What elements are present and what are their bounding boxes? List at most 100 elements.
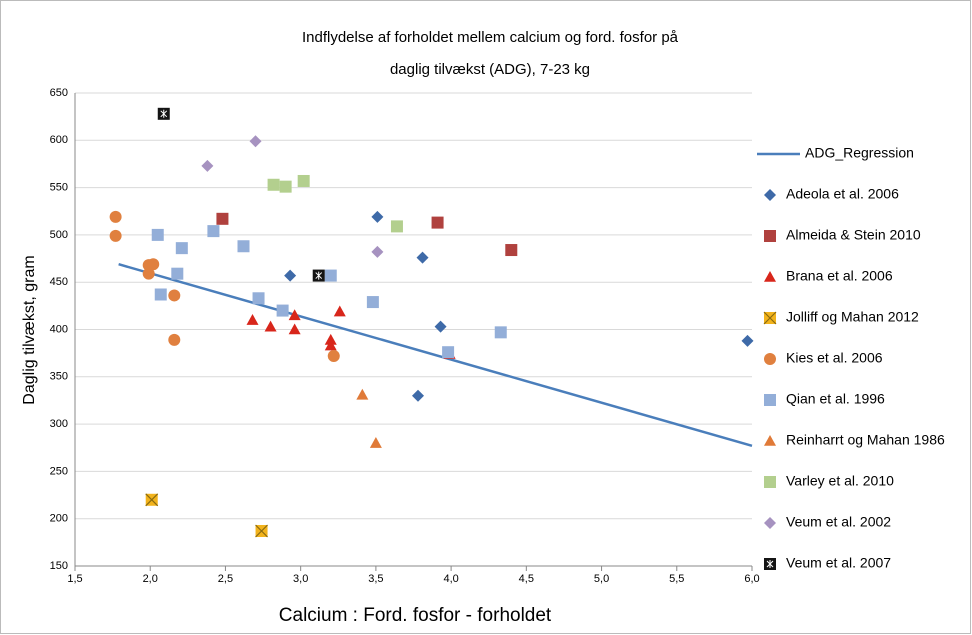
- point: [145, 493, 159, 507]
- legend-label: Veum et al. 2002: [786, 514, 891, 530]
- point: [505, 244, 518, 257]
- point: [371, 245, 384, 258]
- point-body: [279, 180, 292, 193]
- point: [267, 178, 280, 191]
- point-body: [442, 346, 455, 359]
- y-tick-label: 200: [50, 513, 68, 525]
- y-tick-label: 350: [50, 371, 68, 383]
- legend-swatch: [764, 517, 776, 529]
- point: [207, 225, 220, 238]
- y-tick-label: 300: [50, 418, 68, 430]
- x-tick-label: 2,0: [143, 573, 158, 585]
- x-tick-label: 4,5: [519, 573, 534, 585]
- y-axis-label: Daglig tilvækst, gram: [21, 255, 38, 404]
- x-tick-label: 3,5: [368, 573, 383, 585]
- point: [276, 304, 289, 317]
- point: [109, 229, 122, 242]
- point: [157, 107, 170, 120]
- legend-swatch: [764, 230, 776, 242]
- legend-swatch: [764, 394, 776, 406]
- point-body: [764, 230, 776, 242]
- legend-swatch: [764, 271, 776, 282]
- point: [168, 333, 181, 346]
- point-body: [764, 476, 776, 488]
- point-body: [764, 394, 776, 406]
- legend-label: Jolliff og Mahan 2012: [786, 309, 919, 325]
- point: [371, 210, 384, 223]
- point: [297, 174, 310, 187]
- point: [288, 323, 301, 335]
- point: [288, 309, 301, 321]
- chart-title: daglig tilvækst (ADG), 7-23 kg: [390, 61, 590, 78]
- point-body: [276, 304, 289, 317]
- point: [324, 339, 337, 351]
- point-body: [171, 267, 184, 280]
- legend-label: Qian et al. 1996: [786, 391, 885, 407]
- point: [442, 346, 455, 359]
- point: [284, 269, 297, 282]
- y-tick-label: 550: [50, 182, 68, 194]
- point-body: [207, 225, 220, 238]
- point: [255, 524, 268, 538]
- x-tick-label: 5,5: [669, 573, 684, 585]
- y-tick-label: 250: [50, 465, 68, 477]
- point-body: [216, 212, 229, 225]
- point: [142, 267, 155, 280]
- point: [168, 289, 181, 302]
- point: [431, 216, 444, 229]
- point-body: [154, 288, 167, 301]
- point: [151, 228, 164, 241]
- chart-title: Indflydelse af forholdet mellem calcium …: [302, 29, 679, 46]
- legend-label: Reinharrt og Mahan 1986: [786, 432, 945, 448]
- y-tick-label: 400: [50, 323, 68, 335]
- x-tick-label: 5,0: [594, 573, 609, 585]
- y-tick-label: 150: [50, 560, 68, 572]
- point: [324, 269, 337, 282]
- x-tick-label: 2,5: [218, 573, 233, 585]
- x-tick-label: 6,0: [744, 573, 759, 585]
- point: [237, 240, 250, 253]
- point-cross: [315, 271, 323, 280]
- point: [246, 314, 259, 325]
- point-body: [237, 240, 250, 253]
- point-cross: [763, 311, 777, 325]
- y-tick-label: 650: [50, 87, 68, 99]
- point-body: [252, 292, 265, 305]
- point: [412, 389, 425, 402]
- point-body: [366, 296, 379, 309]
- point: [494, 326, 507, 339]
- point-body: [267, 178, 280, 191]
- legend-swatch: [764, 435, 776, 446]
- point: [171, 267, 184, 280]
- point: [416, 251, 429, 264]
- point-body: [151, 228, 164, 241]
- point: [312, 269, 325, 282]
- legend-label: Brana et al. 2006: [786, 268, 893, 284]
- point: [175, 242, 188, 255]
- legend-swatch: [764, 353, 776, 365]
- x-tick-label: 3,0: [293, 573, 308, 585]
- point-body: [390, 220, 403, 233]
- point: [154, 288, 167, 301]
- point-body: [494, 326, 507, 339]
- point-cross: [255, 524, 268, 538]
- point-body: [431, 216, 444, 229]
- point: [434, 320, 447, 333]
- legend-label: Kies et al. 2006: [786, 350, 883, 366]
- y-tick-label: 450: [50, 276, 68, 288]
- point-cross: [145, 493, 159, 507]
- y-tick-label: 500: [50, 229, 68, 241]
- point: [741, 334, 754, 347]
- point: [333, 305, 346, 317]
- point: [201, 159, 214, 172]
- point: [366, 296, 379, 309]
- point: [390, 220, 403, 233]
- point: [369, 437, 382, 448]
- legend-label: Varley et al. 2010: [786, 473, 894, 489]
- point: [264, 320, 277, 332]
- legend-swatch: [764, 189, 776, 201]
- x-axis-label: Calcium : Ford. fosfor - forholdet: [279, 605, 552, 626]
- point-cross: [766, 560, 774, 568]
